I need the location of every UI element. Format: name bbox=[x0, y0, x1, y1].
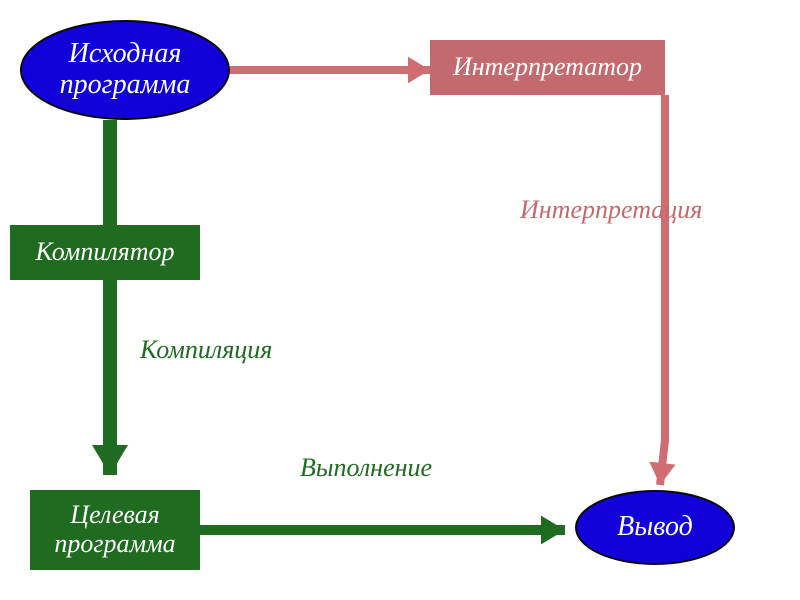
edge-label-execution: Выполнение bbox=[300, 453, 432, 483]
node-label: Компилятор bbox=[35, 238, 174, 267]
node-label: Вывод bbox=[617, 512, 693, 543]
node-interpreter: Интерпретатор bbox=[430, 40, 665, 95]
edge-label-compilation: Компиляция bbox=[140, 335, 272, 365]
node-label: Исходнаяпрограмма bbox=[60, 39, 191, 101]
node-target-program: Целеваяпрограмма bbox=[30, 490, 200, 570]
node-compiler: Компилятор bbox=[10, 225, 200, 280]
edge-label-text: Выполнение bbox=[300, 453, 432, 482]
flowchart-canvas: Исходнаяпрограмма Интерпретатор Компилят… bbox=[0, 0, 800, 600]
edge-label-text: Интерпретация bbox=[520, 195, 702, 224]
edge-label-text: Компиляция bbox=[140, 335, 272, 364]
node-output: Вывод bbox=[575, 490, 735, 565]
node-label: Целеваяпрограмма bbox=[54, 501, 175, 558]
node-label: Интерпретатор bbox=[453, 53, 642, 82]
node-source-program: Исходнаяпрограмма bbox=[20, 20, 230, 120]
edge-label-interpretation: Интерпретация bbox=[520, 195, 702, 225]
